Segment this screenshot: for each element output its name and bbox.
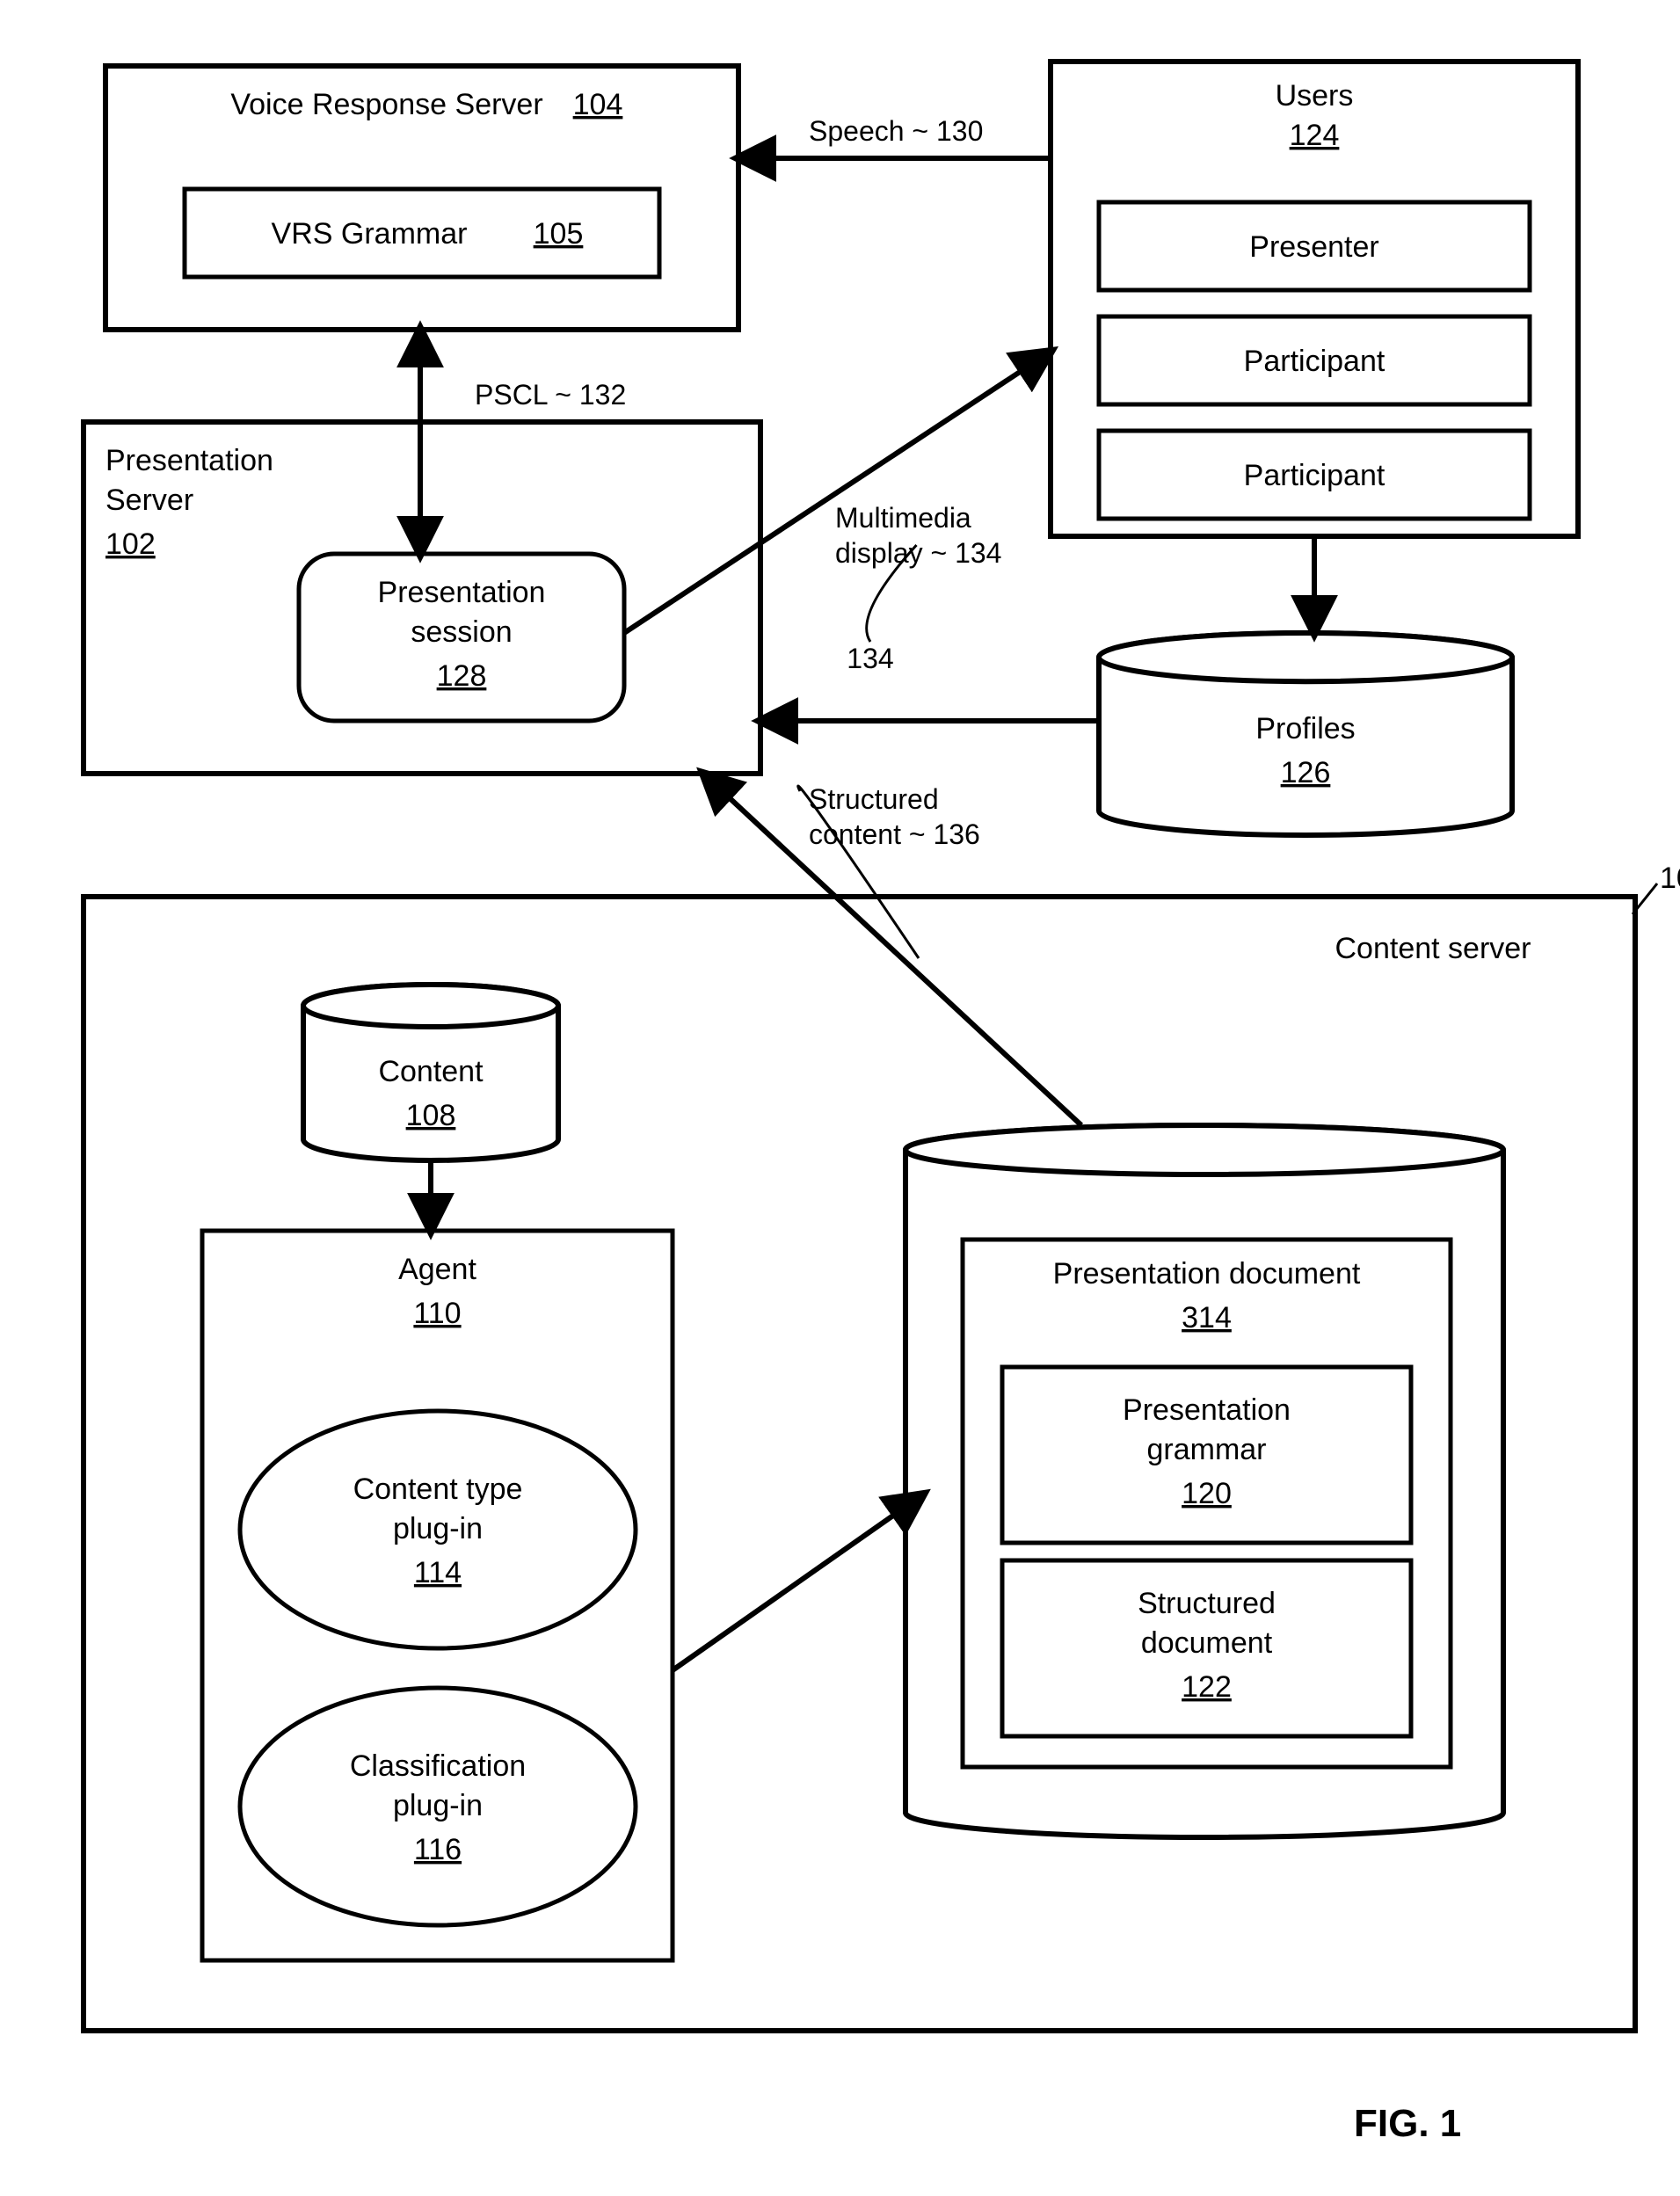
svg-text:plug-in: plug-in (393, 1512, 483, 1545)
svg-text:Structured: Structured (809, 783, 939, 815)
svg-text:content ~ 136: content ~ 136 (809, 818, 980, 850)
svg-text:110: 110 (413, 1297, 461, 1330)
svg-text:Presentation document: Presentation document (1053, 1257, 1361, 1291)
svg-text:Structured: Structured (1138, 1587, 1276, 1620)
svg-text:124: 124 (1290, 119, 1340, 152)
shapes-layer (84, 62, 1635, 2031)
svg-text:Participant: Participant (1244, 459, 1385, 492)
svg-text:Classification: Classification (350, 1749, 526, 1783)
svg-text:128: 128 (437, 659, 487, 693)
figure-caption: FIG. 1 (1354, 2102, 1461, 2145)
svg-text:Presentation: Presentation (1123, 1393, 1291, 1427)
svg-text:104: 104 (573, 88, 623, 121)
svg-text:display ~ 134: display ~ 134 (835, 537, 1001, 569)
svg-text:Multimedia: Multimedia (835, 502, 971, 534)
svg-text:Profiles: Profiles (1255, 712, 1355, 745)
svg-text:Voice Response Server: Voice Response Server (230, 88, 542, 121)
svg-text:Speech ~ 130: Speech ~ 130 (809, 115, 983, 147)
svg-text:126: 126 (1281, 756, 1331, 789)
svg-text:120: 120 (1182, 1477, 1232, 1510)
svg-text:PSCL ~ 132: PSCL ~ 132 (475, 379, 626, 411)
svg-text:122: 122 (1182, 1670, 1232, 1704)
svg-text:116: 116 (414, 1833, 462, 1866)
svg-text:grammar: grammar (1146, 1433, 1266, 1466)
svg-text:Content server: Content server (1335, 932, 1531, 965)
svg-text:VRS Grammar: VRS Grammar (272, 217, 468, 251)
svg-text:plug-in: plug-in (393, 1789, 483, 1822)
svg-text:Presentation: Presentation (378, 576, 546, 609)
svg-text:Participant: Participant (1244, 345, 1385, 378)
svg-text:Presenter: Presenter (1249, 230, 1378, 264)
svg-text:114: 114 (414, 1556, 462, 1589)
svg-text:Agent: Agent (398, 1253, 476, 1286)
svg-text:Users: Users (1276, 79, 1354, 113)
svg-text:Presentation: Presentation (105, 444, 273, 477)
svg-text:314: 314 (1182, 1301, 1232, 1334)
svg-text:108: 108 (406, 1099, 456, 1132)
svg-text:Content: Content (378, 1055, 484, 1088)
svg-text:106: 106 (1660, 862, 1680, 895)
svg-text:Server: Server (105, 484, 193, 517)
svg-text:105: 105 (534, 217, 584, 251)
svg-text:134: 134 (847, 643, 893, 674)
svg-text:session: session (411, 615, 512, 649)
svg-text:102: 102 (105, 527, 156, 561)
svg-text:document: document (1141, 1626, 1273, 1660)
svg-text:Content type: Content type (353, 1472, 523, 1506)
